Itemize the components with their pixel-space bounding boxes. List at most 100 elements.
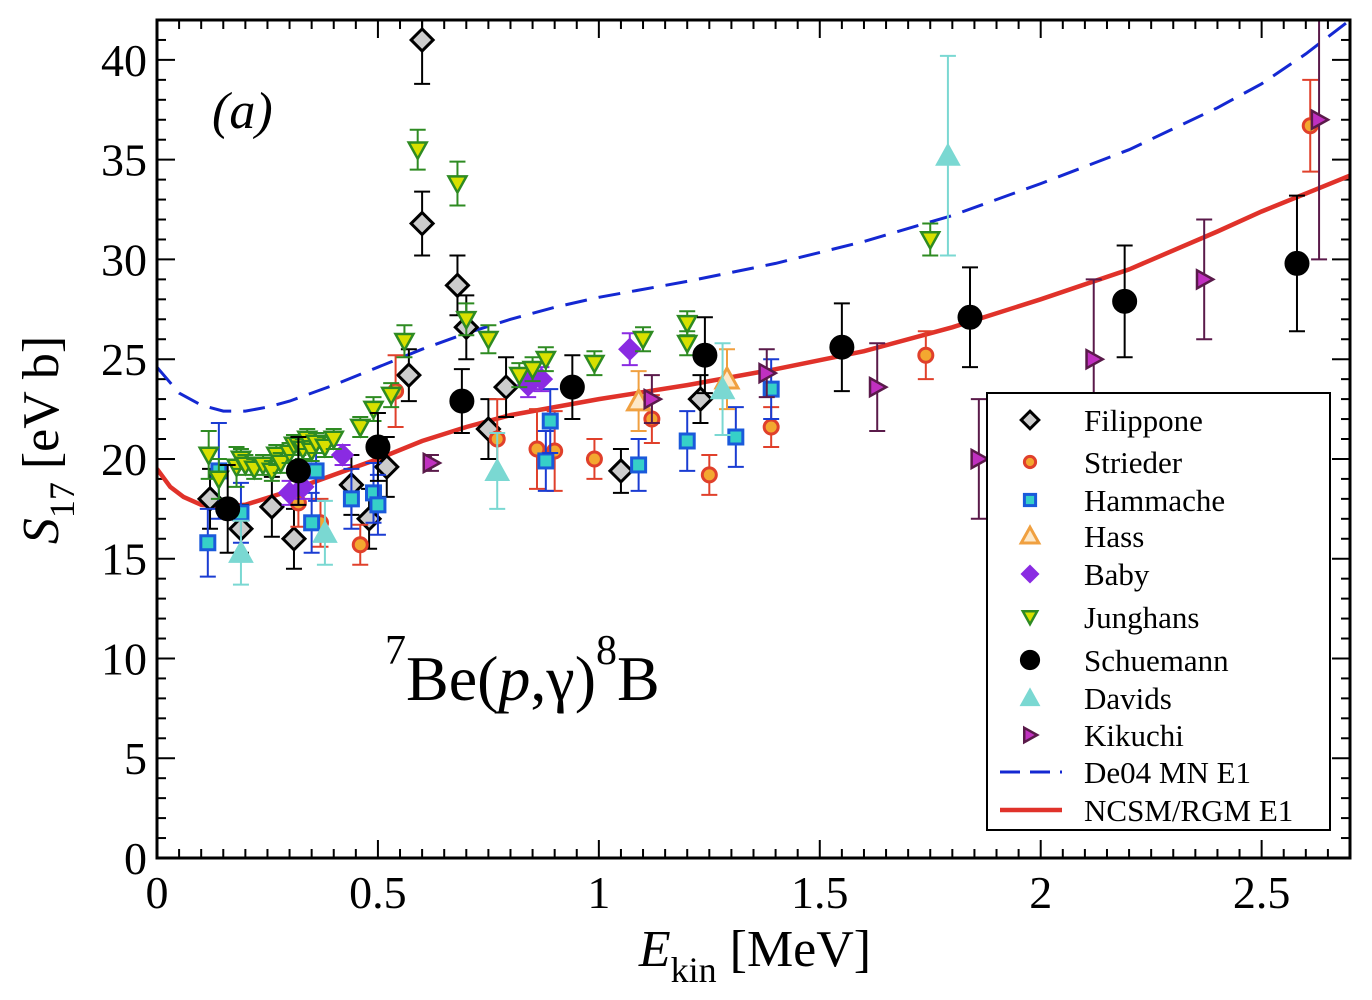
data-point [758, 362, 779, 385]
legend-marker [1020, 564, 1040, 584]
data-point [351, 536, 369, 554]
reaction-label: 7Be(p,γ)8B [385, 628, 660, 714]
data-point [196, 485, 224, 512]
y-tick-label: 25 [101, 334, 147, 385]
data-point [303, 514, 321, 532]
data-point [957, 304, 983, 330]
series-schuemann [215, 194, 1310, 554]
data-point [313, 438, 337, 459]
y-axis-sub: 17 [42, 482, 82, 518]
y-tick-labels: 0 5 10 15 20 25 30 35 40 [101, 35, 147, 884]
data-point [643, 387, 664, 411]
data-point [676, 334, 699, 355]
legend-marker [1022, 492, 1038, 508]
reaction-pre-sup: 7 [385, 628, 406, 674]
y-tick-label: 0 [124, 833, 147, 884]
y-axis-main: S [13, 518, 70, 544]
x-tick-label: 0 [146, 867, 169, 918]
x-axis-title: Ekin [MeV] [638, 921, 871, 990]
y-tick-label: 30 [101, 234, 147, 285]
curve-de04-mn-e1 [157, 20, 1350, 413]
x-tick-label: 1.5 [791, 867, 849, 918]
legend-label: Hammache [1084, 483, 1225, 518]
series-kikuchi [422, 20, 1331, 520]
data-point [280, 525, 308, 552]
x-tick-label: 0.5 [349, 867, 407, 918]
data-point [444, 272, 471, 299]
data-point [207, 470, 230, 491]
data-point [630, 456, 648, 474]
data-point [446, 175, 469, 196]
data-point [477, 330, 500, 351]
data-point [395, 362, 422, 389]
data-point [970, 447, 991, 471]
data-point [508, 366, 531, 387]
data-point [449, 388, 475, 414]
data-point [919, 231, 942, 252]
legend-marker [1022, 454, 1038, 470]
data-point [260, 462, 284, 483]
data-point [607, 457, 635, 485]
x-tick-label: 1 [587, 867, 610, 918]
data-point [868, 375, 889, 399]
legend-marker [1019, 649, 1041, 671]
data-point [484, 457, 511, 482]
data-point [369, 496, 387, 514]
data-point [521, 360, 544, 381]
y-tick-label: 10 [101, 633, 147, 684]
data-point [917, 346, 935, 364]
data-point [408, 210, 436, 237]
data-point [583, 354, 606, 375]
data-point [285, 458, 311, 484]
legend-marker [1022, 725, 1040, 745]
x-tick-label: 2.5 [1233, 867, 1291, 918]
data-point [762, 418, 780, 436]
y-tick-label: 15 [101, 534, 147, 585]
x-tick-labels: 0 0.5 1 1.5 2 2.5 [146, 867, 1291, 918]
data-point [228, 539, 254, 563]
data-point [709, 376, 736, 400]
legend-marker [1019, 409, 1041, 431]
data-point [258, 493, 286, 520]
data-point [585, 450, 603, 468]
data-point [829, 334, 855, 360]
data-point [215, 496, 241, 522]
data-point [559, 374, 585, 400]
data-point [678, 432, 696, 450]
data-point [537, 452, 555, 470]
data-point [1195, 268, 1216, 291]
reaction-post-sup: 8 [596, 628, 617, 674]
panel-label: (a) [212, 83, 273, 140]
data-point [1284, 250, 1310, 276]
data-point [455, 310, 478, 331]
reaction-p: p [494, 643, 530, 714]
series-davids [228, 54, 961, 586]
legend-label: Davids [1084, 681, 1172, 716]
data-point [322, 430, 345, 451]
x-tick-label: 2 [1029, 867, 1052, 918]
series-junghans [197, 128, 942, 500]
data-point [1310, 108, 1331, 131]
data-point [492, 374, 520, 401]
data-point [408, 26, 436, 54]
data-point [349, 418, 372, 439]
legend-label: Junghans [1084, 600, 1199, 635]
data-point [687, 385, 714, 413]
data-point [676, 314, 699, 335]
y-tick-label: 20 [101, 434, 147, 485]
legend-marker [1019, 687, 1041, 707]
data-point [1085, 348, 1106, 371]
data-point [631, 330, 655, 351]
legend-box [986, 392, 1331, 831]
y-tick-label: 5 [124, 733, 147, 784]
reaction-core: Be( [406, 643, 498, 714]
y-tick-label: 35 [101, 135, 147, 186]
data-point [692, 342, 718, 368]
series-filippone [196, 20, 714, 570]
y-tick-label: 40 [101, 35, 147, 86]
reaction-tail: B [617, 643, 660, 714]
data-point [365, 434, 391, 460]
data-point [380, 386, 403, 407]
data-point [727, 428, 745, 446]
